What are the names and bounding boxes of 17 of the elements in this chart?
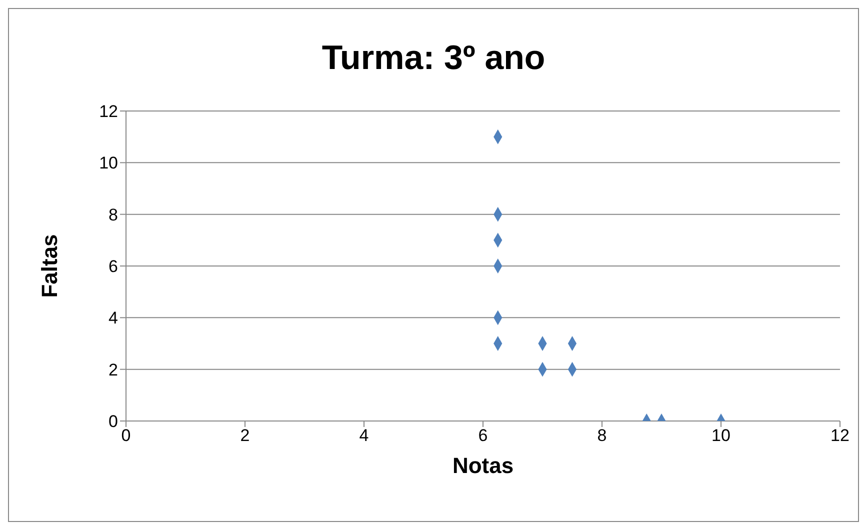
chart-title: Turma: 3º ano: [320, 39, 546, 78]
y-tick-label: 8: [108, 205, 118, 224]
y-tick-label: 6: [108, 257, 118, 276]
x-tick-label: 2: [240, 426, 250, 446]
x-axis-title: Notas: [452, 453, 514, 478]
y-axis-title: Faltas: [36, 234, 62, 298]
x-tick-label: 12: [830, 426, 850, 446]
y-tick-label: 12: [99, 102, 118, 122]
x-tick-label: 4: [359, 426, 369, 446]
y-tick-label: 2: [108, 360, 118, 380]
x-tick-label: 0: [121, 426, 131, 446]
y-tick-label: 0: [108, 412, 118, 432]
x-tick-label: 8: [597, 426, 607, 446]
x-tick-label: 6: [478, 426, 488, 446]
y-tick-label: 10: [99, 154, 118, 173]
y-tick-label: 4: [108, 308, 118, 328]
x-tick-label: 10: [712, 426, 730, 446]
